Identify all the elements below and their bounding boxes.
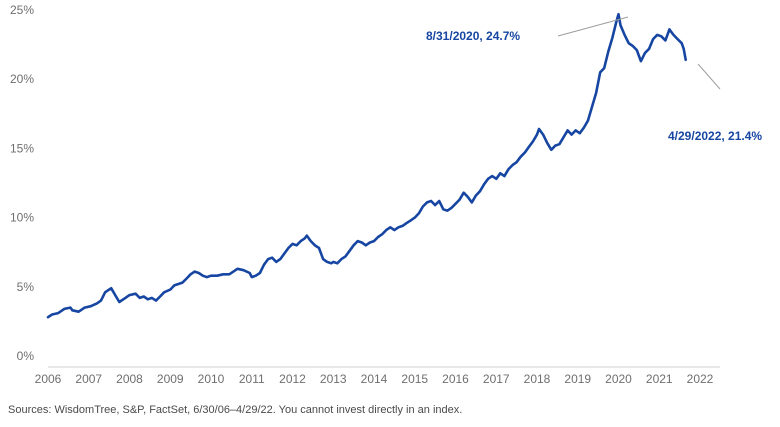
- x-tick-label: 2009: [157, 372, 184, 386]
- annotation-peak: 8/31/2020, 24.7%: [426, 29, 520, 43]
- x-tick-label: 2021: [646, 372, 673, 386]
- x-axis: 2006 2007 2008 2009 2010 2011 2012 2013 2014 2015…: [35, 372, 714, 386]
- x-tick-label: 2006: [35, 372, 62, 386]
- x-tick-label: 2008: [116, 372, 143, 386]
- x-tick-label: 2010: [198, 372, 225, 386]
- source-note: Sources: WisdomTree, S&P, FactSet, 6/30/…: [8, 404, 462, 416]
- series-line: [46, 12, 688, 319]
- x-tick-label: 2019: [564, 372, 591, 386]
- y-tick-label: 5%: [17, 280, 35, 294]
- y-tick-label: 15%: [10, 141, 34, 155]
- x-tick-label: 2011: [239, 372, 265, 386]
- x-tick-label: 2015: [401, 372, 428, 386]
- y-tick-label: 25%: [10, 3, 34, 17]
- x-tick-label: 2012: [279, 372, 306, 386]
- x-tick-label: 2017: [483, 372, 510, 386]
- y-tick-label: 0%: [17, 349, 35, 363]
- x-tick-label: 2007: [75, 372, 102, 386]
- annotation-leader-latest: [697, 63, 721, 90]
- annotation-latest: 4/29/2022, 21.4%: [668, 129, 762, 143]
- x-tick-label: 2016: [442, 372, 469, 386]
- y-axis: 0% 5% 10% 15% 20% 25%: [10, 3, 34, 363]
- y-tick-label: 10%: [10, 211, 34, 225]
- x-tick-label: 2022: [687, 372, 714, 386]
- x-tick-label: 2014: [361, 372, 388, 386]
- series-group: [46, 12, 688, 319]
- annotation-leader-peak: [557, 16, 629, 37]
- y-tick-label: 20%: [10, 72, 34, 86]
- x-tick-label: 2020: [605, 372, 632, 386]
- x-tick-label: 2018: [524, 372, 551, 386]
- x-tick-label: 2013: [320, 372, 347, 386]
- annotations: 8/31/2020, 24.7% 4/29/2022, 21.4%: [426, 16, 762, 143]
